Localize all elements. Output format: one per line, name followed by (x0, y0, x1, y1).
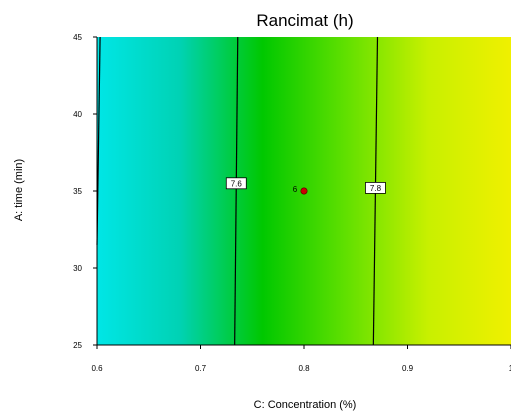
x-tick-label: 1 (509, 364, 511, 373)
contour-label-box-7.8 (365, 182, 386, 194)
edge-contour-line (96, 36, 101, 246)
plot-area: 7.6 7.8 6 0.6 0.7 0.8 0.9 1 25 30 35 40 45 (73, 33, 511, 373)
y-tick-label: 45 (73, 33, 82, 42)
y-tick-label: 30 (73, 264, 82, 273)
y-tick-label: 40 (73, 110, 82, 119)
x-axis-label: C: Concentration (%) (254, 399, 357, 411)
contour-label-7.8: 7.8 (370, 184, 382, 193)
x-tick-label: 0.6 (91, 364, 103, 373)
x-tick-label: 0.8 (298, 364, 310, 373)
y-tick-label: 25 (73, 341, 82, 350)
contour-line-7.6 (234, 36, 239, 346)
y-tick-label: 35 (73, 187, 82, 196)
x-tick-label: 0.7 (195, 364, 207, 373)
y-axis-label: A: time (min) (13, 159, 25, 221)
design-point (300, 187, 308, 195)
chart-title: Rancimat (h) (256, 11, 353, 30)
contour-label-box-7.6 (225, 177, 247, 190)
design-point-label: 6 (293, 185, 298, 194)
contour-label-7.6: 7.6 (231, 179, 243, 188)
x-tick-label: 0.9 (402, 364, 414, 373)
